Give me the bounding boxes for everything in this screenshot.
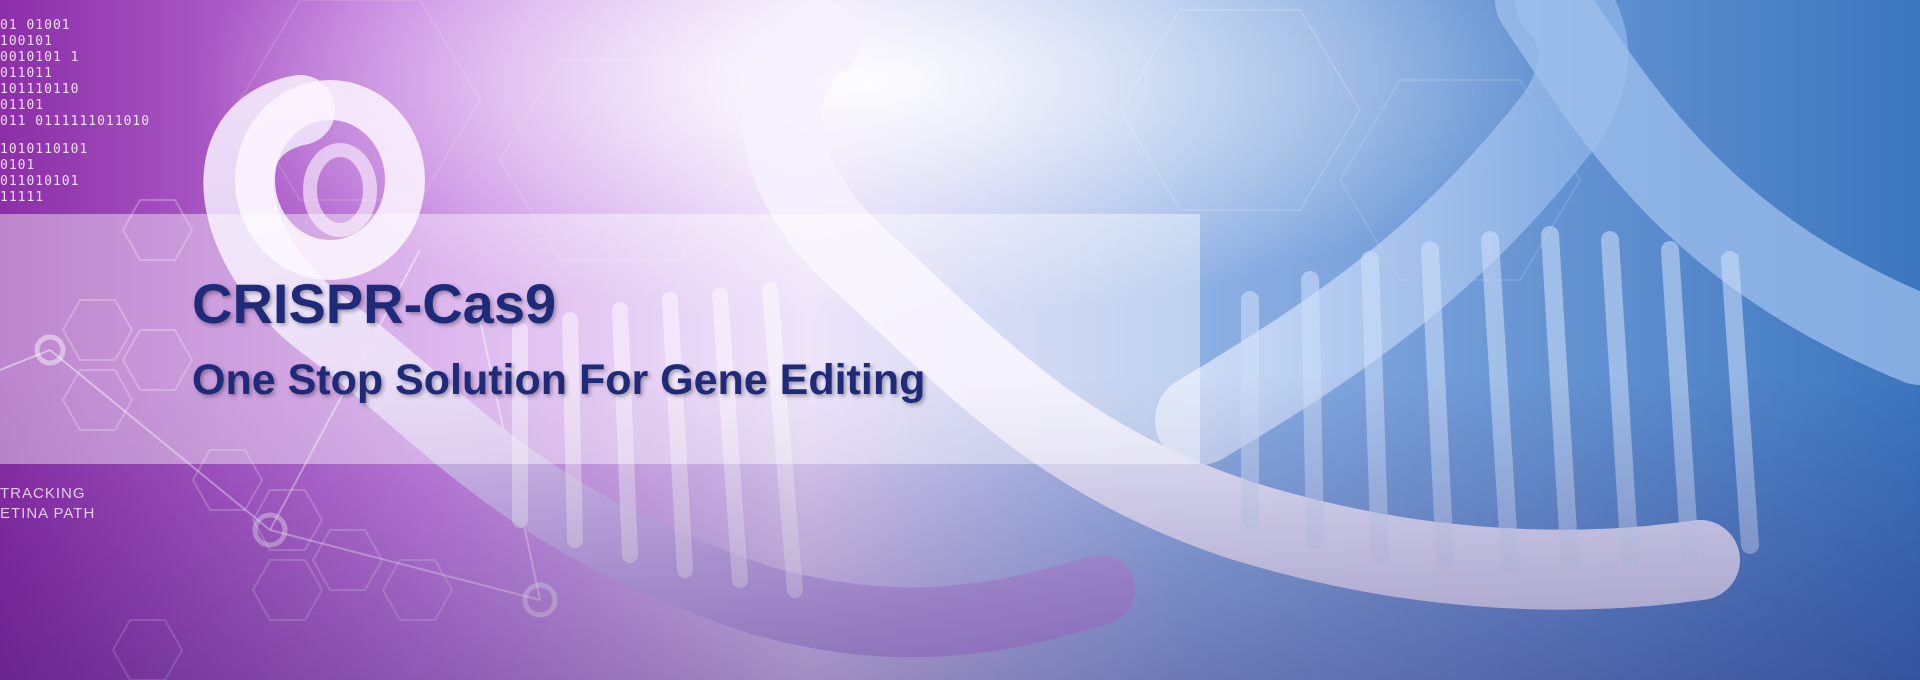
binary-line: 01101 <box>0 98 45 113</box>
banner-panel <box>0 214 1200 464</box>
overlay-label: ETINA PATH <box>0 505 96 522</box>
overlay-label: TRACKING <box>0 485 86 502</box>
binary-line: 100101 <box>0 34 53 49</box>
overlay-labels: TRACKING ETINA PATH <box>0 484 95 524</box>
binary-line: 0010101 1 <box>0 50 80 65</box>
binary-line: 11111 <box>0 190 45 205</box>
banner-title: CRISPR-Cas9 <box>192 272 557 335</box>
banner-subtitle: One Stop Solution For Gene Editing <box>192 356 926 404</box>
binary-line: 011011 <box>0 66 53 81</box>
binary-code-decoration: 01 01001 100101 0010101 1 011011 1011101… <box>0 18 150 206</box>
binary-line: 011010101 <box>0 174 80 189</box>
binary-line: 101110110 <box>0 82 80 97</box>
binary-line: 1010110101 <box>0 142 89 157</box>
binary-line: 011 0111111011010 <box>0 114 151 129</box>
binary-line: 01 01001 <box>0 18 71 33</box>
binary-line: 0101 <box>0 158 36 173</box>
